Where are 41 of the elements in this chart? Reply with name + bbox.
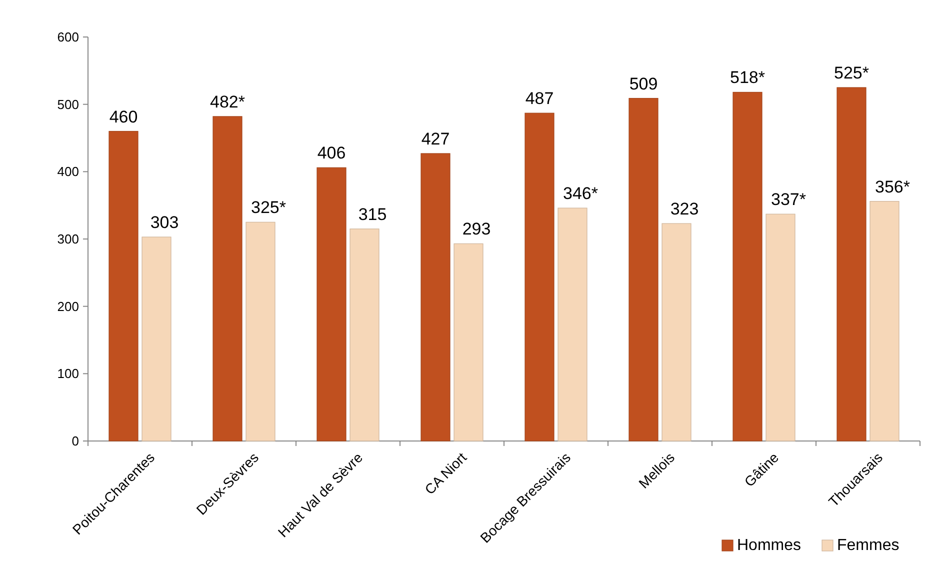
y-tick-label: 500 bbox=[57, 96, 79, 112]
bar bbox=[420, 153, 450, 442]
bar bbox=[316, 167, 346, 442]
bar bbox=[108, 130, 138, 442]
data-label: 325* bbox=[251, 198, 286, 218]
data-label: 356* bbox=[875, 177, 910, 196]
bar bbox=[524, 112, 554, 442]
data-label: 487 bbox=[525, 89, 554, 108]
y-tick-label: 100 bbox=[57, 366, 79, 382]
data-label: 303 bbox=[150, 212, 179, 232]
bar bbox=[350, 228, 380, 442]
data-label: 518* bbox=[730, 68, 766, 88]
bar bbox=[662, 223, 692, 442]
bar bbox=[246, 222, 276, 442]
bar bbox=[766, 214, 796, 442]
y-tick-label: 0 bbox=[72, 434, 79, 449]
legend-label: Femmes bbox=[837, 537, 900, 554]
bar bbox=[870, 200, 900, 442]
data-label: 427 bbox=[421, 129, 450, 148]
data-label: 406 bbox=[317, 144, 346, 163]
data-label: 460 bbox=[109, 107, 138, 126]
y-tick-label: 300 bbox=[57, 232, 79, 247]
y-tick-label: 200 bbox=[57, 298, 79, 314]
bar bbox=[142, 236, 172, 442]
bar bbox=[454, 243, 484, 442]
data-label: 293 bbox=[462, 220, 491, 239]
data-label: 323 bbox=[670, 200, 699, 219]
y-tick-label: 600 bbox=[57, 30, 79, 45]
data-label: 337* bbox=[771, 190, 806, 210]
bar bbox=[212, 116, 242, 442]
bar bbox=[628, 98, 658, 442]
data-label: 509 bbox=[629, 74, 658, 94]
data-label: 482* bbox=[210, 92, 246, 112]
bar bbox=[558, 208, 588, 442]
data-label: 525* bbox=[834, 64, 870, 82]
bar bbox=[836, 87, 866, 442]
data-label: 346* bbox=[563, 184, 598, 204]
data-label: 315 bbox=[358, 204, 387, 224]
bar bbox=[732, 92, 762, 442]
legend-label: Hommes bbox=[737, 537, 802, 554]
y-tick-label: 400 bbox=[57, 164, 79, 180]
